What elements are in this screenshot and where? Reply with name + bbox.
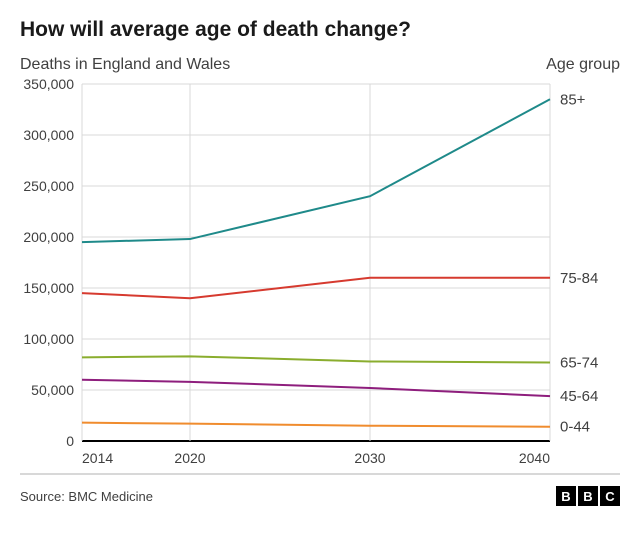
line-chart-svg: 0 50,000 100,000 150,000 200,000 250,000 300,0…	[20, 76, 620, 476]
svg-text:2014: 2014	[82, 450, 113, 466]
svg-text:2030: 2030	[354, 450, 385, 466]
bbc-logo: B B C	[556, 486, 620, 506]
chart-title: How will average age of death change?	[20, 18, 620, 42]
bbc-logo-letter: B	[578, 486, 598, 506]
svg-text:0: 0	[66, 433, 74, 449]
legend-heading: Age group	[546, 56, 620, 74]
svg-text:2020: 2020	[174, 450, 205, 466]
svg-text:350,000: 350,000	[23, 76, 74, 92]
series-45-64	[82, 380, 550, 396]
y-axis-label: Deaths in England and Wales	[20, 56, 230, 74]
svg-text:100,000: 100,000	[23, 331, 74, 347]
series-label: 0-44	[560, 419, 590, 436]
svg-text:50,000: 50,000	[31, 382, 74, 398]
svg-text:300,000: 300,000	[23, 127, 74, 143]
series-label: 85+	[560, 91, 586, 108]
chart-container: How will average age of death change? De…	[0, 0, 640, 550]
source-label: Source: BMC Medicine	[20, 489, 153, 504]
series-85+	[82, 99, 550, 242]
series-label: 65-74	[560, 354, 598, 371]
chart-footer: Source: BMC Medicine B B C	[20, 486, 620, 506]
svg-text:200,000: 200,000	[23, 229, 74, 245]
svg-text:150,000: 150,000	[23, 280, 74, 296]
series-0-44	[82, 423, 550, 427]
svg-text:2040: 2040	[519, 450, 550, 466]
subtitle-row: Deaths in England and Wales Age group	[20, 56, 620, 74]
chart-plot: 0 50,000 100,000 150,000 200,000 250,000 300,0…	[20, 76, 620, 476]
bbc-logo-letter: C	[600, 486, 620, 506]
svg-text:250,000: 250,000	[23, 178, 74, 194]
series-label: 45-64	[560, 388, 598, 405]
series-label: 75-84	[560, 270, 598, 287]
bbc-logo-letter: B	[556, 486, 576, 506]
series-65-74	[82, 356, 550, 362]
